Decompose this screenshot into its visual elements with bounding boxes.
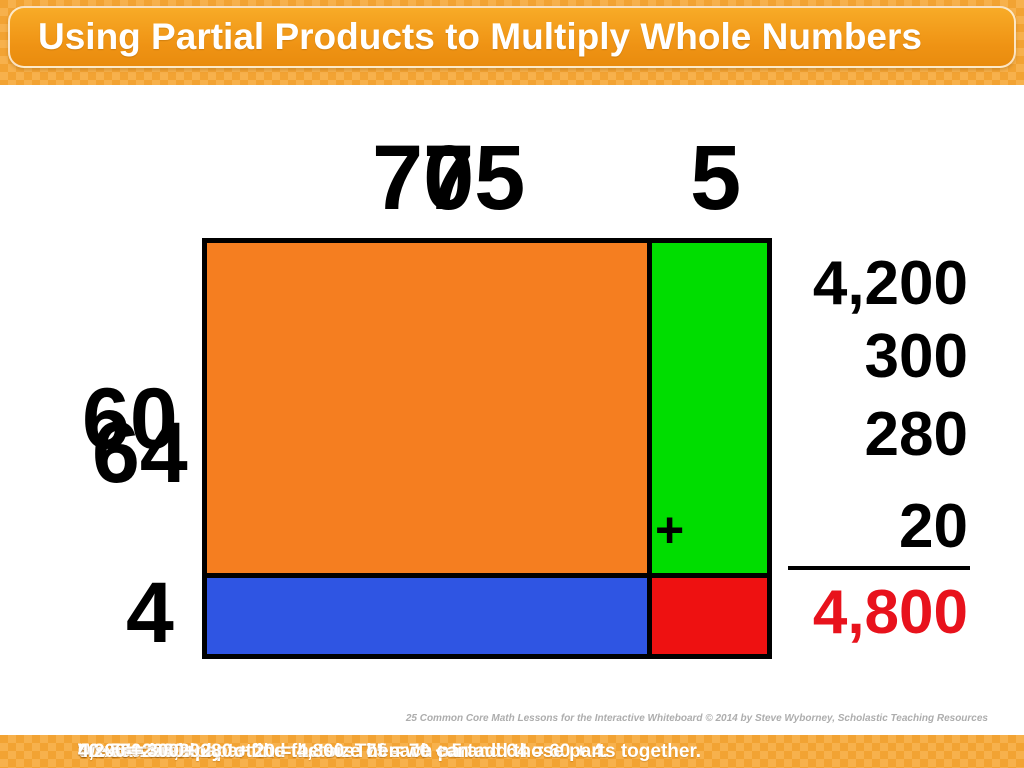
caption-layer: We can break apart the factors: 75 = 70 … xyxy=(78,740,608,762)
left-factor-layer-64: 64 xyxy=(92,405,188,501)
top-factor-layer-70: 70 xyxy=(372,127,475,229)
addend-280: 280 xyxy=(864,400,968,469)
region-60x5 xyxy=(652,243,767,573)
region-4x5 xyxy=(652,578,767,654)
addend-20: 20 xyxy=(899,492,968,561)
plus-sign: + xyxy=(655,502,685,558)
caption-layer: 4 x 5 = 20 xyxy=(78,740,164,762)
top-right-factor-5: 5 xyxy=(690,127,742,229)
caption-layer: 60 x 5 = 300 xyxy=(78,740,185,762)
caption-layer: 4 x 70 = 280 xyxy=(78,740,185,762)
region-60x70 xyxy=(207,243,647,573)
slide-title: Using Partial Products to Multiply Whole… xyxy=(38,16,922,57)
caption-layer: 60 x 70 = 4,200 xyxy=(78,740,211,762)
top-factor-layer-75: 75 xyxy=(423,127,526,229)
bottom-left-factor-4: 4 xyxy=(126,565,174,661)
addend-300: 300 xyxy=(864,322,968,391)
area-model xyxy=(202,238,772,659)
caption-pattern: We can break apart the factors: 75 = 70 … xyxy=(0,735,1024,768)
caption-layer: 4,200 + 300 + 280 + 20 = 4,800. Then we … xyxy=(78,740,702,762)
left-factor-layer-60: 60 xyxy=(82,371,178,467)
region-4x70 xyxy=(207,578,647,654)
sum-rule xyxy=(788,566,970,570)
addend-4200: 4,200 xyxy=(812,249,968,318)
header-pattern: Using Partial Products to Multiply Whole… xyxy=(0,0,1024,85)
total-product: 4,800 xyxy=(812,578,968,647)
header-title-bar: Using Partial Products to Multiply Whole… xyxy=(8,6,1016,68)
caption-layer: We can multiply to find the size of each… xyxy=(78,740,479,762)
credit-line: 25 Common Core Math Lessons for the Inte… xyxy=(405,713,988,724)
